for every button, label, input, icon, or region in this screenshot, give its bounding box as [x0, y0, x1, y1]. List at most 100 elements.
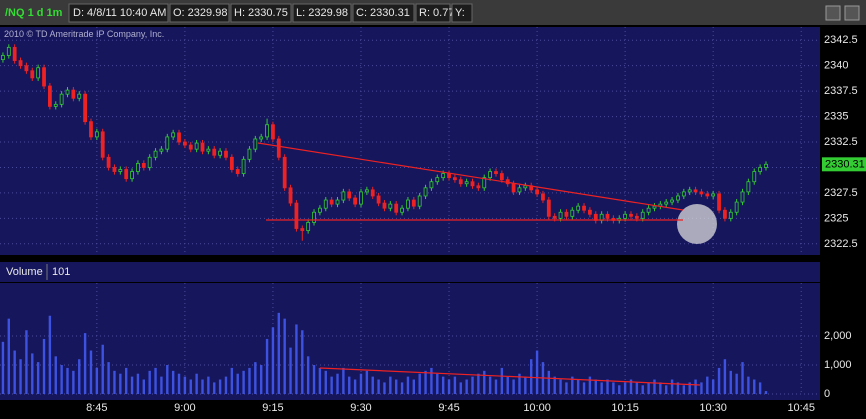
candle-body: [728, 211, 733, 219]
candle-body: [370, 189, 375, 197]
copyright: 2010 © TD Ameritrade IP Company, Inc.: [4, 29, 164, 39]
candle-body: [171, 132, 176, 138]
volume-bar: [177, 373, 181, 394]
candle-body: [411, 199, 416, 207]
volume-bar: [483, 370, 486, 394]
volume-bar: [72, 370, 75, 394]
volume-bar: [618, 385, 621, 394]
candle-body: [100, 131, 105, 158]
candle-body: [112, 167, 117, 172]
volume-bar: [236, 373, 239, 394]
volume-bar: [530, 359, 533, 394]
volume-bar: [764, 391, 768, 394]
y-tick-label: 2332.5: [824, 136, 858, 148]
field-box: [68, 3, 169, 23]
y-tick-label: 2335: [824, 111, 848, 123]
candle-body: [676, 195, 680, 201]
candle-body: [394, 203, 399, 213]
window-button[interactable]: [825, 5, 841, 21]
candle-body: [376, 195, 381, 204]
candle-body: [423, 187, 428, 197]
volume-bar: [688, 382, 691, 394]
y-tick-label: 2322.5: [824, 238, 858, 250]
volume-bar: [436, 373, 439, 394]
window-button[interactable]: [844, 5, 860, 21]
candle-body: [687, 189, 692, 193]
field-box: [451, 3, 473, 23]
candle-body: [141, 162, 146, 168]
candle-body: [323, 199, 328, 209]
volume-bar: [412, 379, 416, 394]
volume-bar: [336, 373, 339, 394]
candle-body: [517, 187, 522, 193]
volume-bar: [301, 330, 304, 394]
volume-bar: [676, 382, 680, 394]
candle-body: [329, 199, 334, 205]
volume-bar: [753, 379, 756, 394]
volume-trend-line: [319, 367, 701, 386]
candle-body: [623, 213, 628, 219]
candle-body: [147, 156, 152, 168]
volume-bar: [101, 344, 104, 394]
volume-bar: [711, 379, 715, 394]
y-tick-label: 1,000: [824, 359, 852, 371]
last-price-box: [822, 157, 866, 172]
x-tick-label: 9:00: [174, 402, 195, 414]
symbol[interactable]: /NQ 1 d 1m: [5, 7, 63, 19]
candle-body: [629, 213, 633, 217]
candle-body: [664, 201, 669, 205]
volume-bar: [582, 382, 586, 394]
volume-bar: [635, 382, 639, 394]
volume-bar: [400, 382, 404, 394]
volume-bar: [418, 373, 421, 394]
y-tick-label: 2340: [824, 60, 848, 72]
x-tick-label: 10:00: [523, 402, 551, 414]
volume-bar: [670, 379, 674, 394]
volume-bar: [289, 347, 292, 394]
volume-bar: [7, 318, 11, 394]
candle-body: [482, 177, 487, 189]
candle-body: [499, 173, 504, 181]
candle-body: [347, 191, 352, 199]
volume-bar: [576, 379, 580, 394]
candle-body: [194, 142, 199, 150]
candle-body: [136, 162, 140, 172]
field-box: [415, 3, 451, 23]
volume-bar: [306, 356, 310, 394]
volume-bar: [706, 376, 709, 394]
volume-bar: [277, 312, 281, 394]
candle-body: [212, 148, 217, 156]
y-tick-label: 2337.5: [824, 85, 858, 97]
candle-body: [429, 181, 434, 189]
volume-bar: [682, 385, 686, 394]
candle-body: [464, 181, 469, 185]
candle-body: [229, 156, 234, 170]
candle-body: [558, 211, 563, 219]
candle-body: [488, 171, 493, 179]
volume-bar: [89, 350, 93, 394]
candle-body: [400, 207, 404, 213]
candle-body: [552, 215, 557, 219]
volume-bar: [66, 367, 69, 394]
volume-bar: [647, 382, 650, 394]
volume-bar: [348, 376, 351, 394]
y-tick-label: 2327.5: [824, 187, 858, 199]
candle-body: [36, 67, 41, 79]
volume-bar: [612, 382, 615, 394]
candle-body: [588, 209, 592, 215]
candle-body: [271, 124, 275, 140]
volume-bar: [130, 376, 134, 394]
candle-body: [453, 177, 457, 181]
candle-body: [94, 131, 99, 138]
date-field: D: 4/8/11 10:40 AM: [73, 7, 166, 19]
candle-body: [71, 89, 76, 99]
volume-bar: [160, 376, 163, 394]
volume-bar: [183, 376, 187, 394]
volume-panel: [0, 283, 820, 400]
volume-bar: [242, 370, 245, 394]
candle-body: [723, 209, 727, 219]
candle-body: [282, 156, 287, 189]
volume-bar: [283, 318, 286, 394]
volume-bar: [735, 373, 738, 394]
volume-bar: [406, 376, 410, 394]
